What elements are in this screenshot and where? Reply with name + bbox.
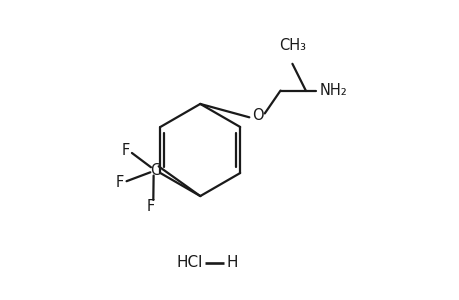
Text: F: F (146, 199, 154, 214)
Text: H: H (226, 255, 237, 270)
Text: O: O (252, 108, 263, 123)
Text: C: C (150, 163, 160, 178)
Text: CH₃: CH₃ (278, 38, 305, 52)
Text: F: F (121, 142, 129, 158)
Text: HCl: HCl (177, 255, 203, 270)
Text: F: F (116, 175, 124, 190)
Text: NH₂: NH₂ (319, 83, 346, 98)
